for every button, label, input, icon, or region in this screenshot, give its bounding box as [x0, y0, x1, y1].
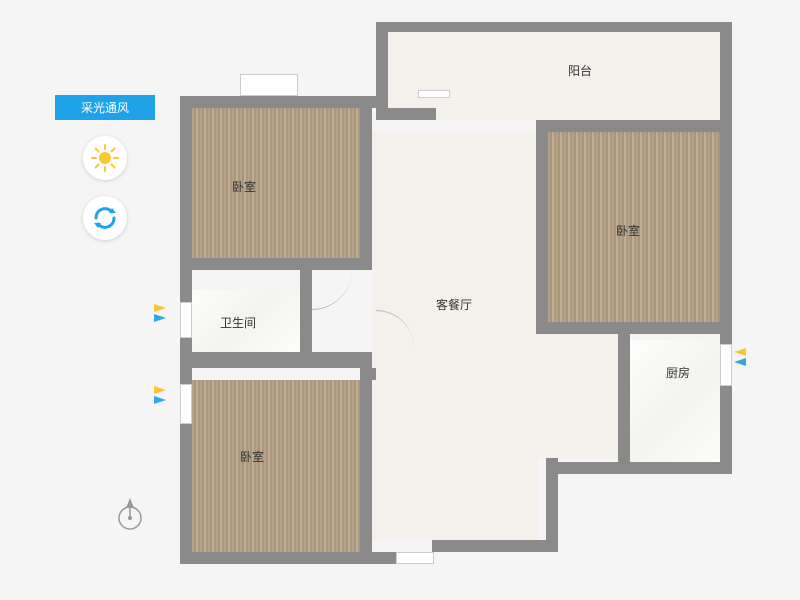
arrow-light-icon	[734, 348, 746, 356]
wall	[546, 462, 732, 474]
wall	[360, 96, 372, 270]
arrow-light-icon	[154, 304, 166, 312]
window-marker	[396, 552, 434, 564]
wall	[180, 258, 372, 270]
room-label: 卧室	[240, 448, 264, 465]
room-label: 卧室	[616, 222, 640, 239]
window-marker	[240, 74, 298, 96]
window-marker	[418, 90, 450, 98]
ventilation-toggle-button[interactable]	[83, 196, 127, 240]
room-label: 卫生间	[220, 314, 256, 331]
wall	[180, 96, 376, 108]
wall	[376, 22, 388, 120]
airflow-arrows	[154, 386, 166, 404]
room-bathroom: 卫生间	[192, 290, 300, 352]
floorplan: 阳台 客餐厅 卧室 卧室 卫生间 卧室 厨房	[180, 22, 740, 582]
arrow-light-icon	[154, 386, 166, 394]
wall	[376, 22, 732, 32]
wall	[720, 22, 732, 132]
wall	[376, 108, 436, 120]
room-label: 厨房	[666, 364, 690, 381]
compass-icon	[112, 496, 148, 532]
arrow-air-icon	[154, 396, 166, 404]
arrow-air-icon	[734, 358, 746, 366]
room-bedroom-3: 卧室	[192, 380, 360, 552]
wall	[536, 322, 732, 334]
room-bedroom-2: 卧室	[548, 132, 720, 322]
wall	[432, 540, 558, 552]
wall	[536, 120, 548, 328]
room-bedroom-1: 卧室	[192, 108, 360, 258]
sun-toggle-button[interactable]	[83, 136, 127, 180]
wall	[720, 120, 732, 474]
wall	[360, 368, 372, 564]
window-marker	[180, 384, 192, 424]
room-kitchen: 厨房	[630, 340, 720, 474]
window-marker	[720, 344, 732, 386]
airflow-arrows	[154, 304, 166, 322]
control-panel: 采光通风	[55, 95, 155, 240]
wall	[360, 368, 376, 380]
refresh-icon	[92, 205, 118, 231]
wall	[618, 328, 630, 474]
arrow-air-icon	[154, 314, 166, 322]
panel-label: 采光通风	[55, 95, 155, 120]
room-label: 客餐厅	[436, 296, 472, 313]
wall	[536, 120, 732, 132]
wall	[180, 352, 372, 368]
door-arc	[312, 270, 352, 310]
sun-icon	[91, 144, 119, 172]
room-label: 阳台	[568, 62, 592, 79]
window-marker	[180, 302, 192, 338]
room-label: 卧室	[232, 178, 256, 195]
wall	[300, 270, 312, 364]
room-balcony: 阳台	[388, 32, 720, 120]
airflow-arrows	[734, 348, 746, 366]
